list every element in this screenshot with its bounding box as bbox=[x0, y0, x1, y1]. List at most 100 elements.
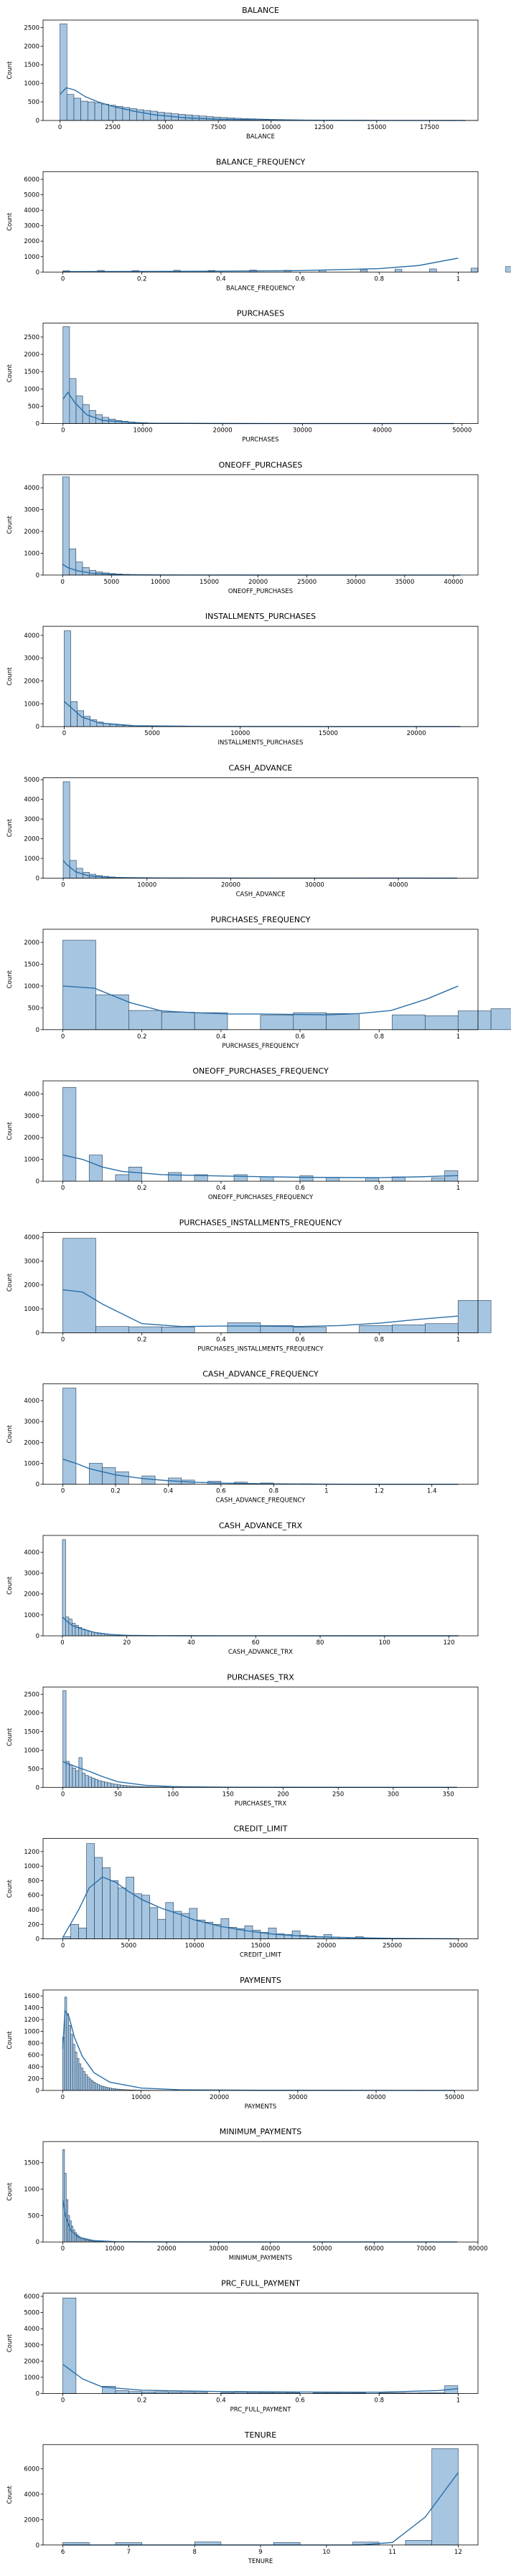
histogram-bar bbox=[94, 1779, 98, 1788]
x-tick-label: 25000 bbox=[297, 579, 317, 586]
y-tick-label: 500 bbox=[28, 1766, 39, 1773]
y-tick-label: 0 bbox=[36, 1784, 39, 1791]
histogram-bar bbox=[107, 2087, 110, 2091]
x-tick-label: 350 bbox=[442, 1791, 454, 1798]
x-tick-label: 30000 bbox=[209, 2245, 228, 2253]
y-tick-label: 3000 bbox=[24, 655, 39, 663]
x-tick-label: 40000 bbox=[444, 579, 463, 586]
y-tick-label: 0 bbox=[36, 2391, 39, 2398]
y-tick-label: 4000 bbox=[24, 2491, 39, 2499]
histogram-bar bbox=[94, 103, 103, 121]
x-tick-label: 1 bbox=[324, 1488, 328, 1495]
histogram-bar bbox=[126, 1877, 135, 1939]
histogram-bar bbox=[227, 1322, 261, 1333]
x-tick-label: 5000 bbox=[158, 124, 174, 131]
y-tick-label: 1200 bbox=[24, 1849, 39, 1856]
y-axis-label: Count bbox=[6, 516, 14, 534]
y-tick-label: 3000 bbox=[24, 223, 39, 230]
histogram-bar bbox=[431, 1178, 445, 1182]
y-tick-label: 600 bbox=[28, 2052, 39, 2059]
histogram-bar bbox=[69, 1764, 73, 1788]
y-tick-label: 1500 bbox=[24, 62, 39, 69]
x-tick-label: 50000 bbox=[313, 2245, 332, 2253]
histogram-bar bbox=[70, 1924, 79, 1939]
x-tick-label: 1.4 bbox=[427, 1488, 437, 1495]
x-tick-label: 11 bbox=[388, 2549, 396, 2556]
x-axis-label: CASH_ADVANCE_FREQUENCY bbox=[216, 1497, 306, 1505]
x-tick-label: 25000 bbox=[383, 1943, 402, 1950]
x-tick-label: 9 bbox=[258, 2549, 262, 2556]
x-tick-label: 20000 bbox=[213, 427, 233, 435]
histogram-bar bbox=[429, 268, 437, 273]
x-tick-label: 40000 bbox=[367, 2094, 386, 2101]
histogram-bar bbox=[102, 1467, 116, 1485]
y-tick-label: 1000 bbox=[24, 856, 39, 863]
y-tick-label: 0 bbox=[36, 1330, 39, 1337]
x-tick-label: 5000 bbox=[104, 579, 120, 586]
x-tick-label: 0 bbox=[61, 1336, 65, 1343]
y-tick-label: 0 bbox=[36, 421, 39, 428]
y-tick-label: 1000 bbox=[24, 701, 39, 708]
histogram-panel: CASH_ADVANCE_TRX 0 20 40 60 80 100 120 0 1000 2000… bbox=[6, 1521, 479, 1656]
histogram-bar bbox=[189, 1908, 198, 1939]
histogram-bar bbox=[98, 1780, 102, 1788]
histogram-bar bbox=[90, 2080, 94, 2091]
y-tick-label: 1000 bbox=[24, 1612, 39, 1619]
histogram-bar bbox=[72, 2229, 75, 2243]
histogram-bar bbox=[113, 1784, 118, 1788]
histogram-bar bbox=[120, 1784, 124, 1788]
x-tick-label: 150 bbox=[222, 1791, 234, 1798]
chart-title: CREDIT_LIMIT bbox=[233, 1824, 287, 1834]
y-tick-label: 2000 bbox=[24, 2516, 39, 2524]
histogram-bar bbox=[425, 1015, 459, 1031]
x-tick-label: 12 bbox=[454, 2549, 462, 2556]
x-tick-label: 0.4 bbox=[164, 1488, 174, 1495]
histogram-bar bbox=[260, 1015, 294, 1031]
chart-title: PRC_FULL_PAYMENT bbox=[221, 2279, 300, 2288]
histogram-bar bbox=[62, 1539, 66, 1637]
histogram-bar bbox=[85, 1775, 89, 1788]
y-tick-label: 1000 bbox=[24, 1461, 39, 1468]
y-tick-label: 4000 bbox=[24, 485, 39, 492]
y-tick-label: 3000 bbox=[24, 1113, 39, 1120]
axes-frame bbox=[42, 1232, 479, 1333]
chart-title: PURCHASES_INSTALLMENTS_FREQUENCY bbox=[179, 1218, 342, 1227]
histogram-bar bbox=[82, 567, 90, 576]
y-tick-label: 2000 bbox=[24, 529, 39, 536]
x-tick-label: 15000 bbox=[367, 124, 386, 131]
x-tick-label: 40000 bbox=[261, 2245, 280, 2253]
histogram-bar bbox=[157, 1918, 167, 1939]
x-axis-label: PRC_FULL_PAYMENT bbox=[230, 2407, 292, 2414]
x-tick-label: 7 bbox=[127, 2549, 131, 2556]
histogram-bar bbox=[73, 98, 81, 121]
x-tick-label: 60 bbox=[252, 1639, 260, 1647]
histogram-bar bbox=[88, 2078, 92, 2091]
histogram-bar bbox=[457, 1010, 492, 1031]
y-tick-label: 4000 bbox=[24, 633, 39, 640]
y-tick-label: 3000 bbox=[24, 1258, 39, 1265]
histogram-bar bbox=[128, 1326, 162, 1333]
x-tick-label: 300 bbox=[388, 1791, 399, 1798]
x-tick-label: 20000 bbox=[157, 2245, 177, 2253]
histogram-bar bbox=[128, 1010, 162, 1031]
histogram-bar bbox=[95, 2083, 98, 2091]
histogram-bar bbox=[76, 2058, 80, 2091]
x-tick-label: 0.4 bbox=[216, 2397, 226, 2405]
axes-frame bbox=[42, 1383, 479, 1485]
chart-title: INSTALLMENTS_PURCHASES bbox=[205, 612, 316, 621]
x-tick-label: 0.4 bbox=[216, 1336, 226, 1343]
chart-title: ONEOFF_PURCHASES bbox=[219, 460, 303, 470]
x-tick-label: 50000 bbox=[452, 427, 472, 435]
y-tick-label: 3000 bbox=[24, 1419, 39, 1426]
y-tick-label: 4000 bbox=[24, 1091, 39, 1098]
histogram-bar bbox=[326, 1013, 360, 1031]
x-tick-label: 6 bbox=[61, 2549, 65, 2556]
x-tick-label: 0.8 bbox=[375, 1336, 385, 1343]
y-axis-label: Count bbox=[6, 1424, 14, 1443]
x-tick-label: 50000 bbox=[445, 2094, 464, 2101]
histogram-bar bbox=[136, 109, 144, 121]
